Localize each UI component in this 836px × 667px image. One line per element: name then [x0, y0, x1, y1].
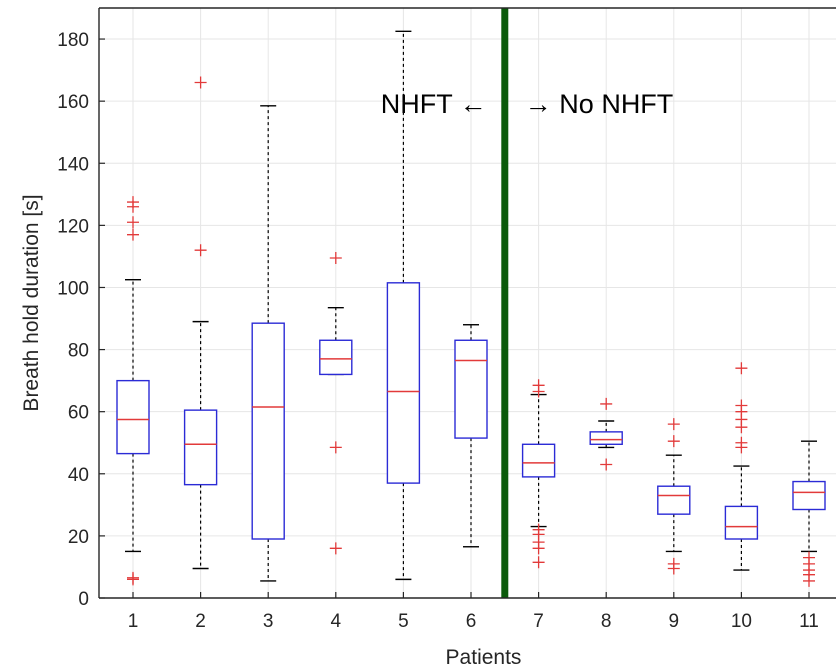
- iqr-box: [386, 282, 421, 484]
- box-patient-9: [657, 418, 691, 575]
- y-axis-title: Breath hold duration [s]: [20, 194, 43, 411]
- outlier-point: [532, 379, 545, 392]
- outlier-point: [127, 228, 139, 241]
- outlier-point: [127, 196, 139, 209]
- outlier-point: [667, 557, 680, 570]
- y-tick-label: 20: [68, 527, 89, 548]
- box-patient-10: [724, 362, 759, 571]
- outlier-point: [329, 251, 342, 264]
- box-patient-6: [454, 324, 488, 548]
- annotation-nhft: NHFT ←: [381, 89, 487, 119]
- iqr-box: [521, 443, 556, 478]
- ticks-layer: 0 20 40 60 80 100 120 140 160 180 1 2 3 4 5 6 7 8 9 10 11: [57, 30, 819, 632]
- x-tick-label: 8: [601, 611, 612, 632]
- iqr-box: [724, 505, 759, 540]
- y-tick-label: 120: [57, 216, 89, 237]
- outlier-point: [735, 399, 748, 412]
- axes-layer: [98, 7, 836, 599]
- box-patient-3: [251, 105, 285, 582]
- outlier-point: [735, 436, 748, 449]
- x-tick-label: 9: [669, 611, 680, 632]
- x-tick-label: 6: [466, 611, 477, 632]
- iqr-box: [589, 431, 623, 445]
- outlier-point: [127, 216, 139, 229]
- outlier-point: [329, 542, 342, 555]
- box-patient-1: [116, 196, 150, 586]
- outlier-point: [532, 556, 545, 569]
- iqr-box: [792, 480, 826, 511]
- outlier-point: [803, 551, 815, 564]
- iqr-box: [116, 379, 150, 455]
- y-tick-label: 140: [57, 154, 89, 175]
- box-patient-2: [183, 76, 218, 570]
- iqr-box: [657, 485, 691, 515]
- outlier-point: [667, 418, 680, 431]
- x-axis-title: Patients: [446, 646, 522, 667]
- x-tick-label: 11: [799, 611, 819, 632]
- iqr-box: [251, 322, 285, 540]
- outlier-point: [194, 244, 207, 257]
- outlier-point: [532, 523, 545, 536]
- x-tick-label: 7: [533, 611, 544, 632]
- y-tick-label: 100: [57, 278, 89, 299]
- y-tick-label: 180: [57, 30, 89, 51]
- x-tick-label: 5: [398, 611, 409, 632]
- x-tick-label: 3: [263, 611, 274, 632]
- x-tick-label: 1: [128, 611, 139, 632]
- y-tick-label: 80: [68, 341, 89, 362]
- x-tick-label: 4: [331, 611, 342, 632]
- box-patient-5: [386, 30, 421, 581]
- outlier-point: [600, 458, 613, 471]
- boxes-layer: [116, 30, 826, 587]
- y-tick-label: 40: [68, 465, 89, 486]
- outlier-point: [735, 362, 748, 375]
- y-tick-label: 0: [78, 589, 89, 610]
- box-patient-8: [589, 397, 623, 471]
- x-tick-label: 2: [195, 611, 206, 632]
- box-patient-11: [792, 440, 826, 587]
- iqr-box: [319, 339, 353, 376]
- outlier-point: [127, 571, 139, 584]
- y-tick-label: 160: [57, 92, 89, 113]
- outlier-point: [194, 76, 207, 89]
- outlier-point: [667, 435, 680, 448]
- box-patient-4: [319, 251, 353, 555]
- outlier-point: [329, 441, 342, 454]
- y-tick-label: 60: [68, 403, 89, 424]
- annotation-no-nhft: → No NHFT: [525, 89, 674, 119]
- x-tick-label: 10: [731, 611, 752, 632]
- iqr-box: [454, 339, 488, 439]
- outlier-point: [600, 397, 613, 410]
- iqr-box: [183, 409, 218, 486]
- box-patient-7: [521, 379, 556, 569]
